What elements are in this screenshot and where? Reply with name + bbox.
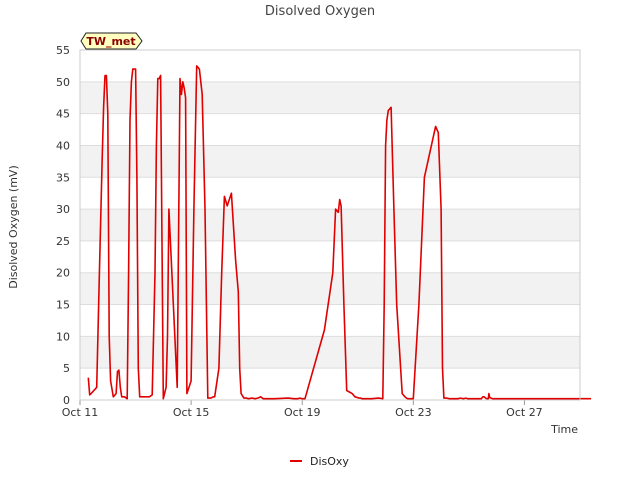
band-45-50 xyxy=(80,81,580,114)
y-tick-label-20: 20 xyxy=(56,267,70,280)
y-tick-label-10: 10 xyxy=(56,330,70,343)
series-line-disoxy xyxy=(87,65,592,400)
band-25-30 xyxy=(80,209,580,241)
y-axis-ticks: 0 5 10 15 20 25 30 35 40 45 50 55 xyxy=(56,44,70,407)
y-tick-label-30: 30 xyxy=(56,203,70,216)
y-tick-label-15: 15 xyxy=(56,299,70,312)
y-tick-label-50: 50 xyxy=(56,76,70,89)
y-tick-label-35: 35 xyxy=(56,171,70,184)
legend: DisOxy xyxy=(290,455,349,468)
y-tick-label-0: 0 xyxy=(63,394,70,407)
band-5-10 xyxy=(80,336,580,369)
x-tick-label-4: Oct 15 xyxy=(173,406,210,419)
x-tick-label-16: Oct 27 xyxy=(506,406,543,419)
legend-label-disoxy: DisOxy xyxy=(310,455,349,468)
series-group xyxy=(87,65,592,400)
x-tick-label-12: Oct 23 xyxy=(395,406,432,419)
plot-frame xyxy=(79,49,581,401)
x-axis-title: Time xyxy=(550,423,578,436)
x-axis-ticks: Oct 11 Oct 15 Oct 19 Oct 23 Oct 27 xyxy=(62,400,543,419)
chart-title: Disolved Oxygen xyxy=(265,4,375,19)
x-tick-label-8: Oct 19 xyxy=(284,406,321,419)
y-tick-label-40: 40 xyxy=(56,139,70,152)
x-tick-label-0: Oct 11 xyxy=(62,406,99,419)
y-tick-label-5: 5 xyxy=(63,362,70,375)
y-tick-label-55: 55 xyxy=(56,44,70,57)
band-35-40 xyxy=(80,145,580,178)
station-badge-shape xyxy=(80,32,143,50)
y-tick-label-45: 45 xyxy=(56,108,70,121)
y-axis-title: Disolved Oxygen (mV) xyxy=(7,165,20,289)
y-tick-label-25: 25 xyxy=(56,235,70,248)
station-badge: TW_met xyxy=(80,32,143,50)
station-badge-label: TW_met xyxy=(86,35,135,48)
